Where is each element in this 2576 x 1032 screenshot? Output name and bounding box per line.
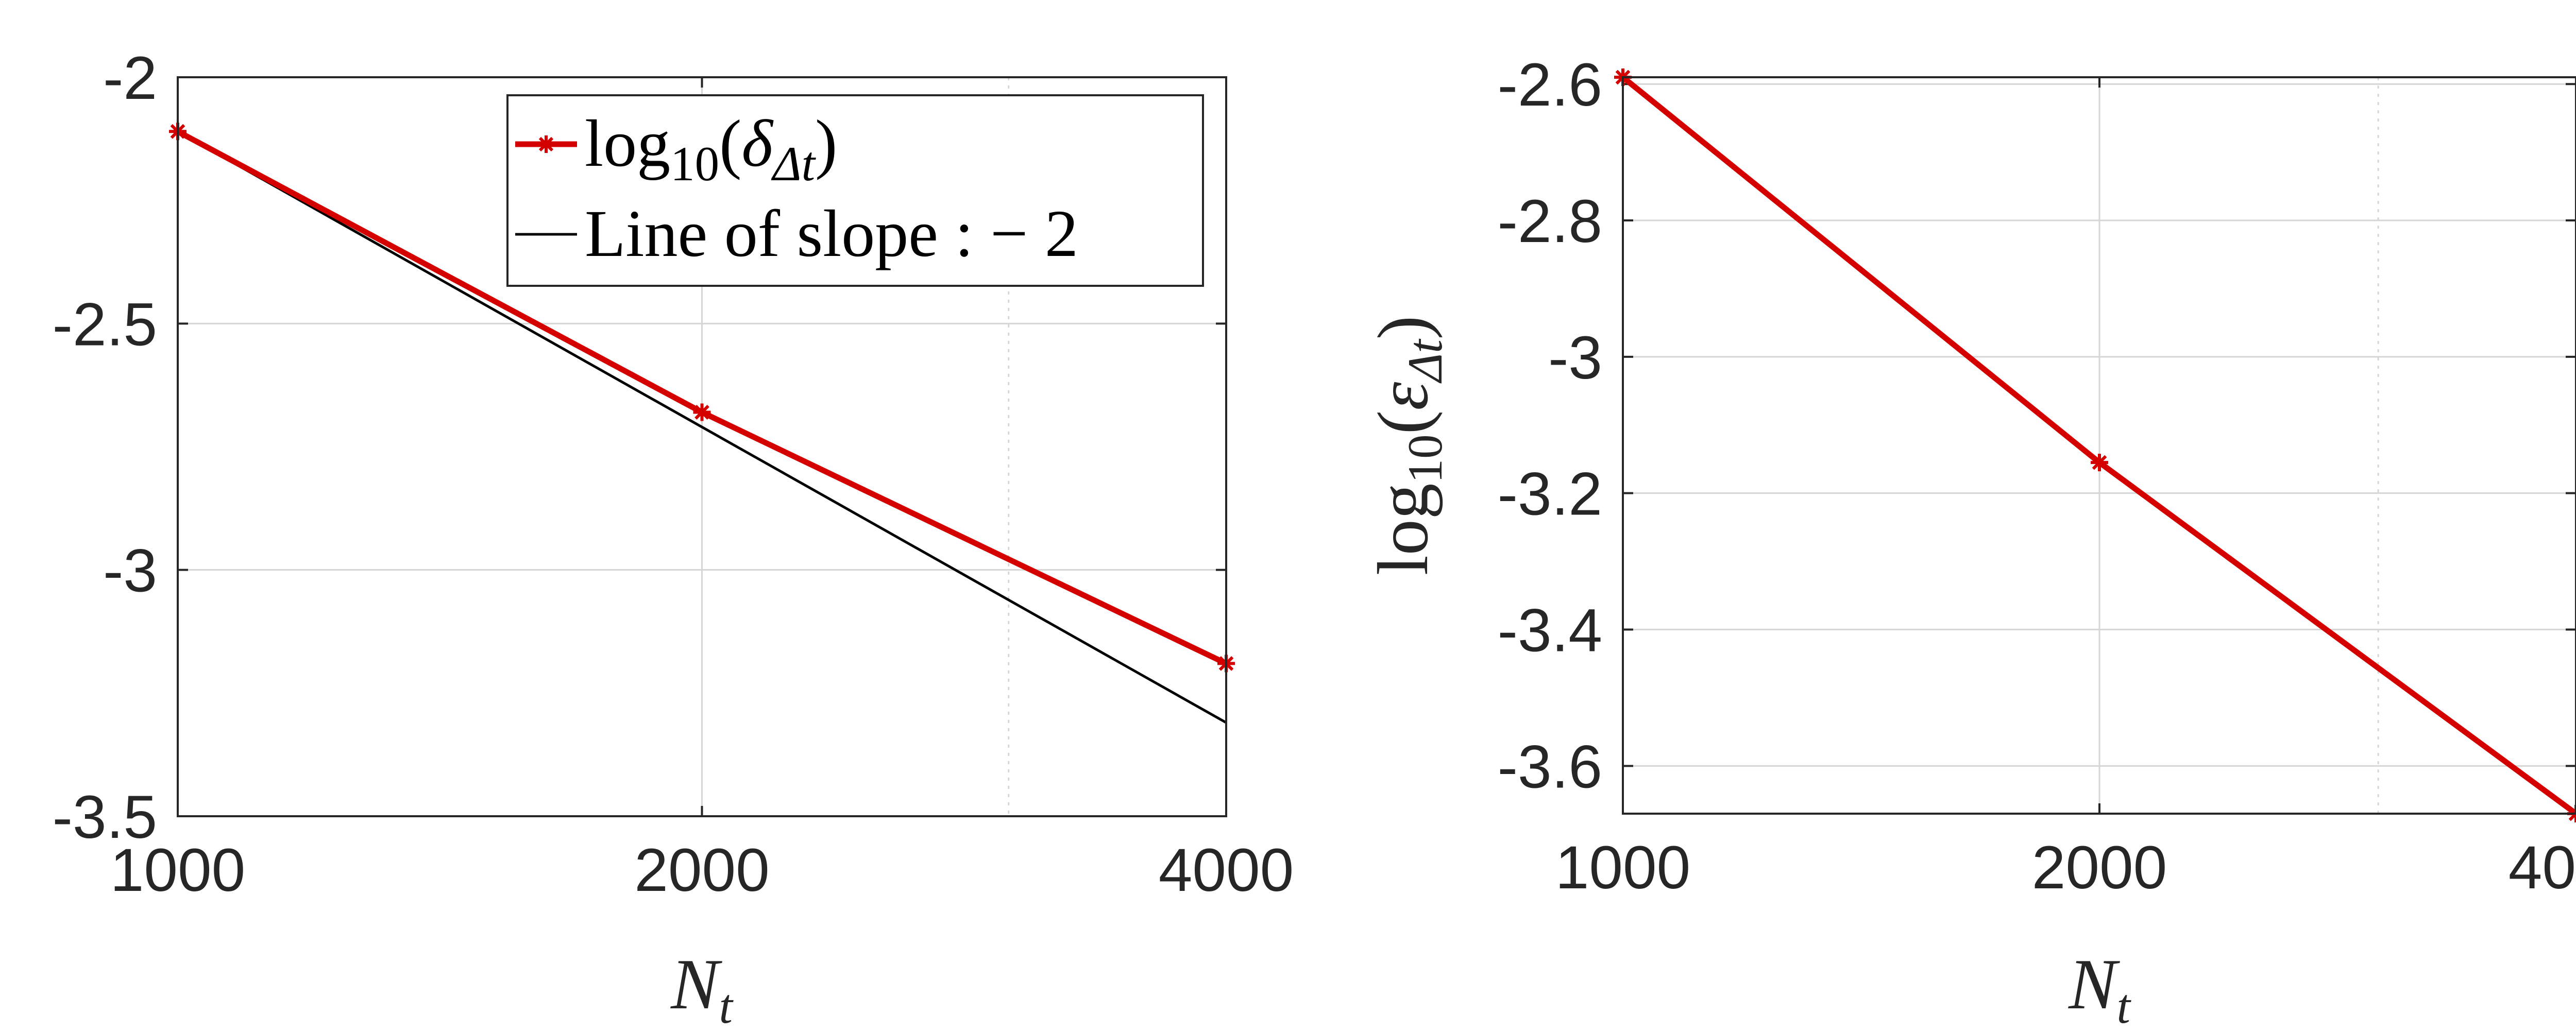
y-axis-label-right: log10(εΔt)	[1363, 316, 1452, 575]
y-tick-label: -3.5	[53, 783, 157, 851]
legend-label-delta: log10(δΔt)	[585, 107, 837, 191]
y-tick-label: -3.4	[1498, 597, 1602, 665]
axes-box-right	[1622, 76, 2576, 815]
y-tick-label: -3	[1548, 324, 1602, 392]
y-tick-label: -2.8	[1498, 187, 1602, 255]
x-axis-label-sub: t	[719, 979, 734, 1032]
legend-box	[506, 94, 1204, 287]
y-tick-label: -3.2	[1498, 460, 1602, 528]
y-tick-label: -2	[103, 44, 157, 112]
legend-entry-delta: log10(δΔt)	[515, 107, 837, 191]
x-axis-label-left: Nt	[670, 944, 734, 1032]
x-tick-label: 1000	[1555, 834, 1691, 902]
x-axis-label-main: N	[670, 944, 722, 1024]
data-point-marker	[693, 403, 711, 421]
y-tick-labels-right: -2.6 -2.8 -3 -3.2 -3.4 -3.6	[1498, 51, 1602, 801]
y-tick-label: -2.6	[1498, 51, 1602, 119]
x-tick-label: 4000	[1159, 836, 1294, 904]
legend: log10(δΔt) Line of slope : − 2	[506, 94, 1204, 287]
x-axis-label-sub: t	[2116, 979, 2131, 1032]
x-tick-label: 4000	[2509, 834, 2576, 902]
axes-box-left	[177, 76, 1227, 817]
legend-marker-delta	[537, 135, 555, 153]
legend-entry-slope: Line of slope : − 2	[515, 197, 1078, 271]
y-tick-labels-left: -2 -2.5 -3 -3.5	[53, 44, 157, 851]
x-tick-label: 2000	[634, 836, 770, 904]
x-axis-label-main: N	[2067, 944, 2120, 1024]
y-tick-label: -2.5	[53, 290, 157, 358]
grid-right	[1622, 77, 2576, 814]
x-tick-label: 2000	[2032, 834, 2167, 902]
series-line-slope-reference	[177, 130, 1227, 724]
chart-left: -2 -2.5 -3 -3.5 1000 2000 4000 Nt log10(δΔt) …	[53, 44, 1294, 1032]
legend-label-slope: Line of slope : − 2	[585, 197, 1078, 271]
y-tick-label: -3	[103, 537, 157, 605]
data-point-marker	[2091, 454, 2108, 472]
x-axis-label-right: Nt	[2067, 944, 2131, 1032]
chart-right: -2.6 -2.8 -3 -3.2 -3.4 -3.6 1000 2000 4000 Nt l…	[1363, 51, 2576, 1032]
x-tick-labels-right: 1000 2000 4000	[1555, 834, 2576, 902]
y-tick-label: -3.6	[1498, 733, 1602, 801]
x-tick-labels-left: 1000 2000 4000	[110, 836, 1294, 904]
x-tick-label: 1000	[110, 836, 246, 904]
